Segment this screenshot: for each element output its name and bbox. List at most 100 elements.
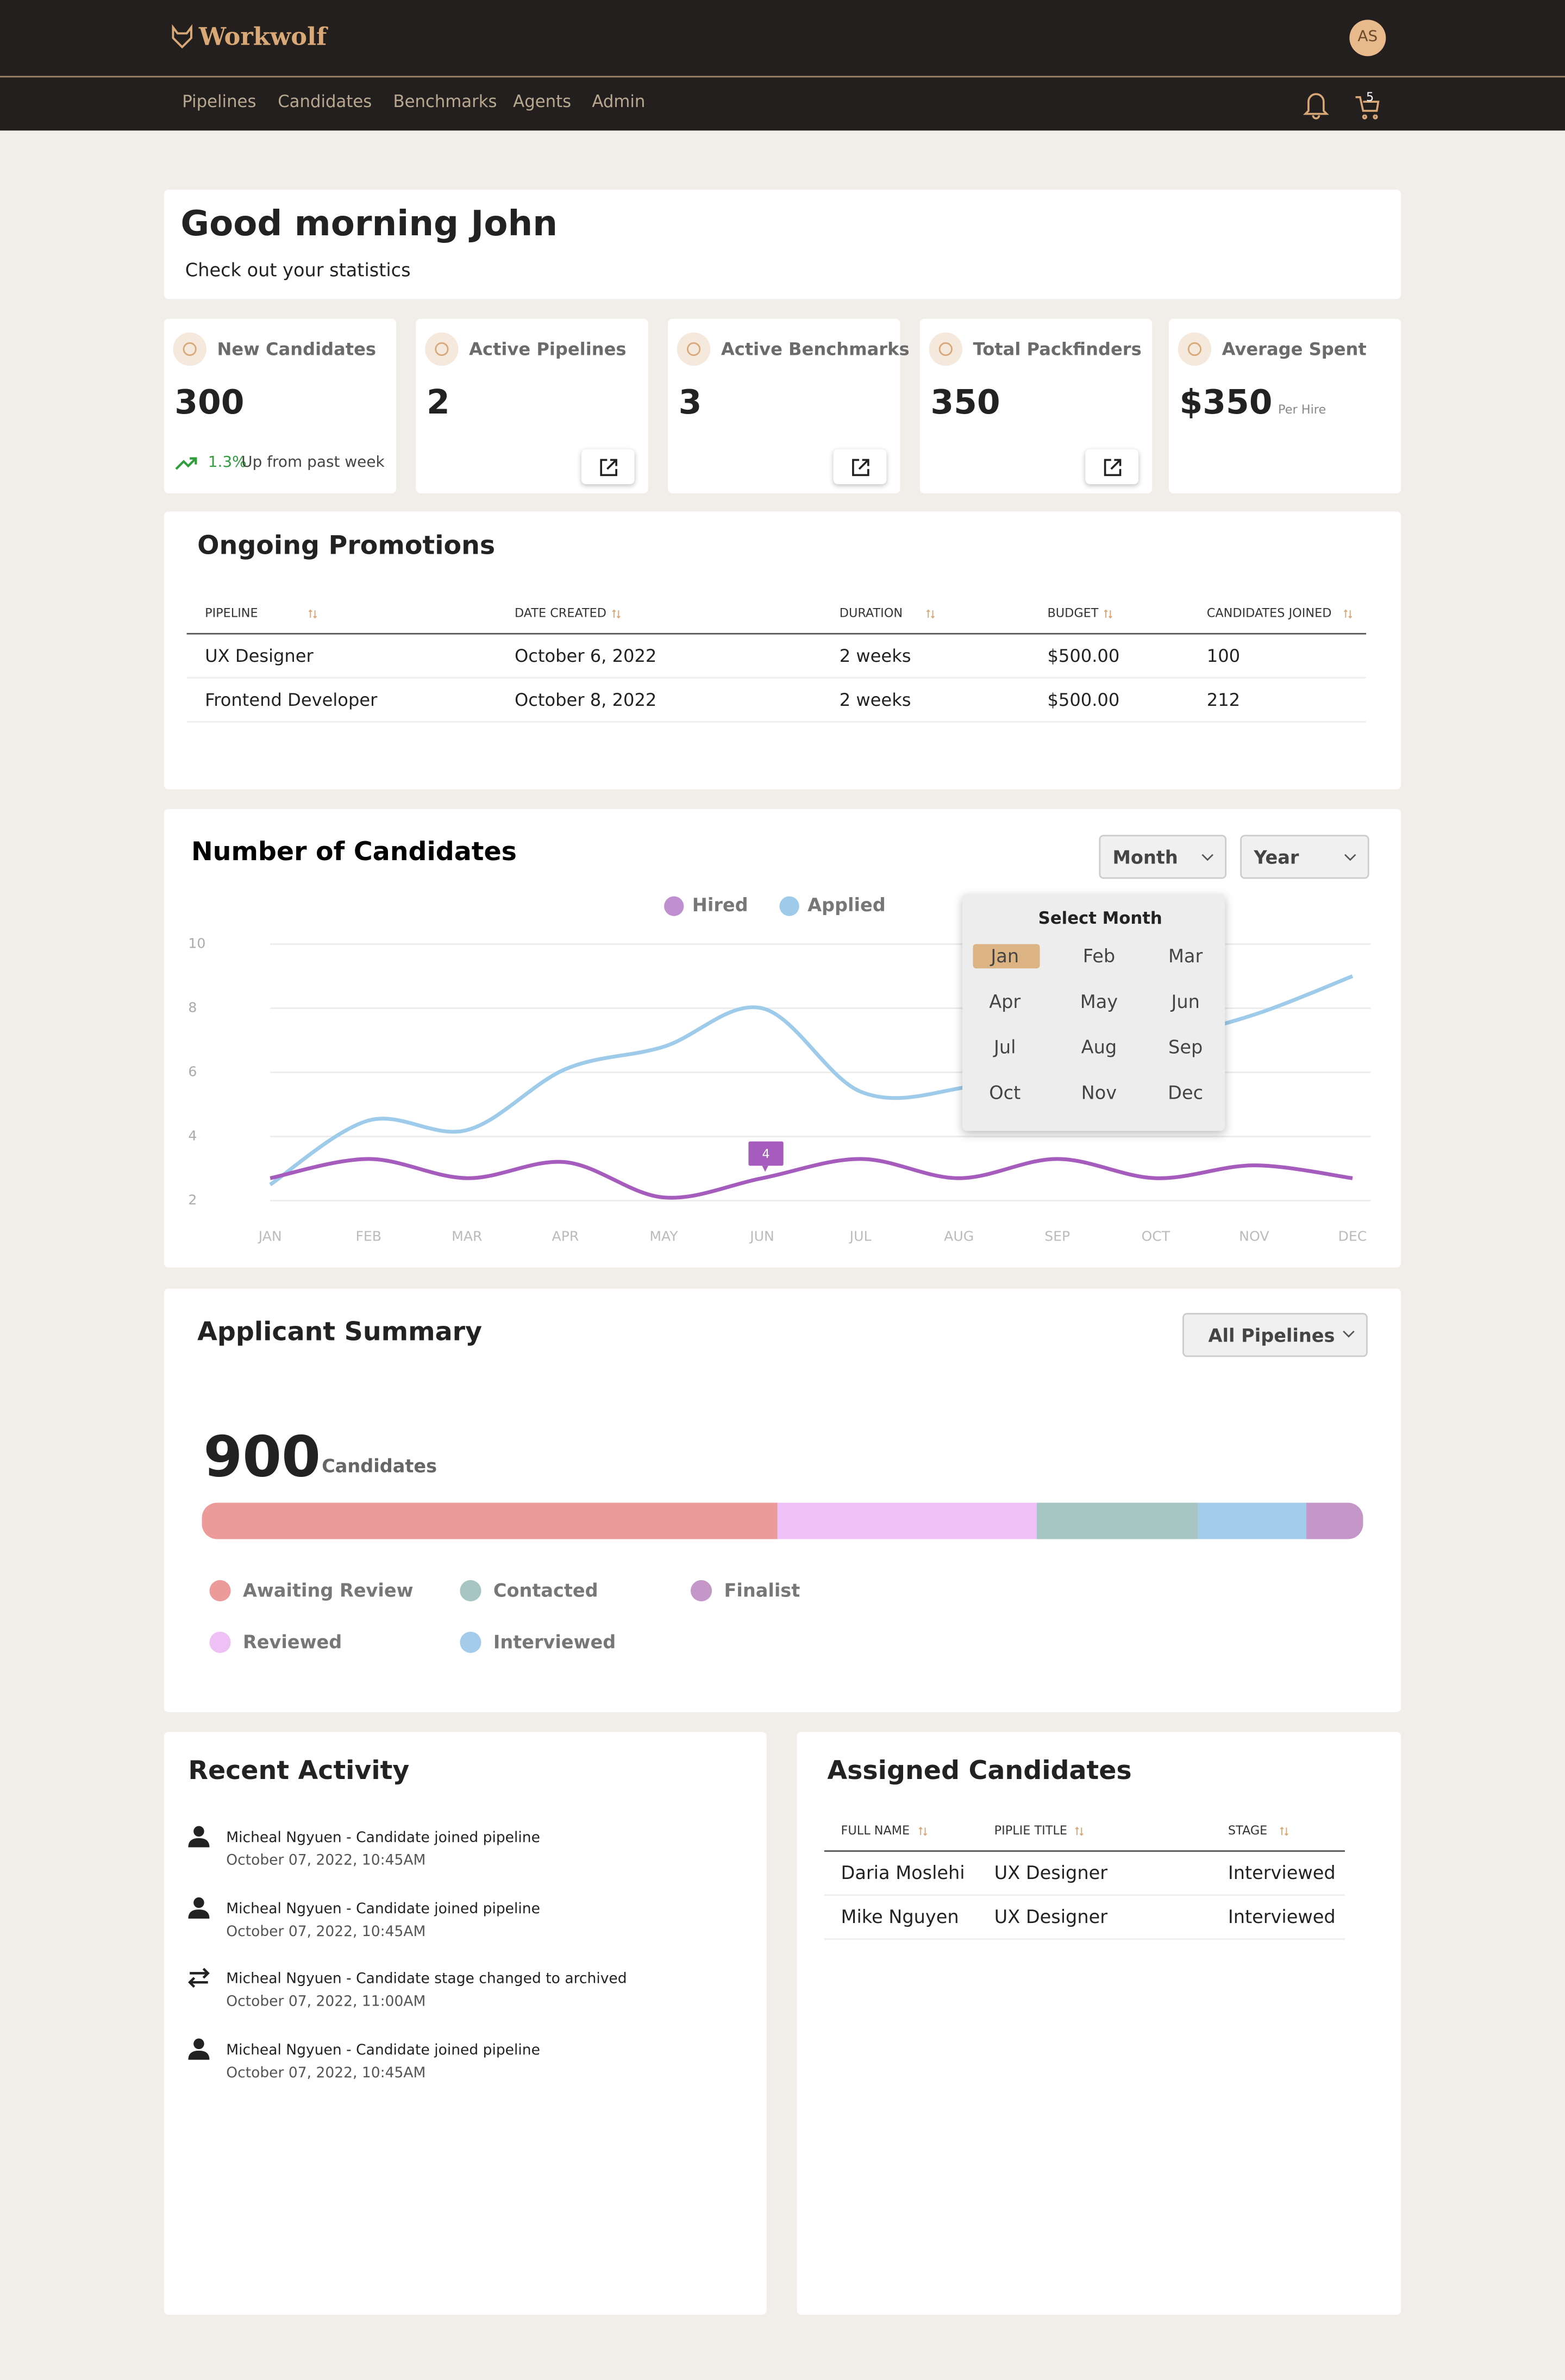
x-tick-label: JUL bbox=[849, 1229, 872, 1244]
chart-title: Number of Candidates bbox=[191, 837, 517, 867]
filter-dropdown[interactable]: Year bbox=[1240, 835, 1369, 879]
person-body bbox=[188, 1838, 210, 1847]
sort-arrows bbox=[308, 609, 317, 618]
open-button[interactable] bbox=[581, 449, 635, 485]
stat-icon bbox=[929, 332, 963, 366]
column-header: STAGE bbox=[1228, 1824, 1268, 1838]
brand[interactable]: Workwolf bbox=[198, 22, 327, 51]
row-rule bbox=[186, 721, 1367, 723]
sort-icon[interactable] bbox=[1075, 1825, 1084, 1836]
x-tick-label: MAY bbox=[649, 1229, 678, 1244]
total-label: Candidates bbox=[322, 1455, 437, 1477]
sort-icon[interactable] bbox=[926, 608, 935, 619]
summary-segment bbox=[1306, 1502, 1363, 1539]
activity-icon bbox=[188, 1826, 210, 1847]
section-title: Recent Activity bbox=[188, 1756, 410, 1787]
cart-icon[interactable] bbox=[1354, 92, 1381, 120]
filter-dropdown[interactable]: Month bbox=[1099, 835, 1227, 879]
column-header: BUDGET bbox=[1047, 606, 1099, 621]
table-cell: UX Designer bbox=[994, 1906, 1108, 1928]
table-cell: Daria Moslehi bbox=[841, 1862, 965, 1884]
recent-card: Recent Activity Micheal Ngyuen - Candida… bbox=[164, 1732, 767, 2315]
sort-icon[interactable] bbox=[612, 608, 621, 619]
chart-card: Number of Candidates 2 4 6 8 10 JAN FEB MAR APR MA… bbox=[164, 809, 1401, 1268]
table-cell: October 6, 2022 bbox=[514, 645, 657, 667]
stat-label: Active Benchmarks bbox=[721, 338, 910, 360]
chevron-path bbox=[1344, 854, 1356, 861]
column-header: CANDIDATES JOINED bbox=[1206, 606, 1332, 621]
nav-link[interactable]: Candidates bbox=[278, 92, 372, 112]
month-option[interactable]: Apr bbox=[989, 991, 1021, 1013]
nav-link[interactable]: Admin bbox=[592, 92, 646, 112]
total-count: 900 bbox=[203, 1424, 321, 1490]
legend-swatch bbox=[664, 896, 684, 916]
legend-label: Hired bbox=[692, 894, 748, 916]
month-option[interactable]: Nov bbox=[1081, 1082, 1117, 1104]
trend-percent: 1.3% bbox=[208, 454, 247, 472]
stat-icon bbox=[1178, 332, 1212, 366]
table-cell: 2 weeks bbox=[839, 689, 911, 711]
nav-link[interactable]: Pipelines bbox=[182, 92, 256, 112]
nav-bar: 5 Pipelines Candidates Benchmarks Agents Adm… bbox=[0, 77, 1565, 131]
tooltip-pointer bbox=[762, 1166, 768, 1172]
activity-icon bbox=[188, 1968, 210, 1988]
stat-label: Active Pipelines bbox=[469, 338, 627, 360]
month-option[interactable]: Mar bbox=[1168, 945, 1203, 967]
y-tick-label: 8 bbox=[188, 1000, 197, 1016]
month-option[interactable]: May bbox=[1080, 991, 1118, 1013]
column-header: PIPLIE TITLE bbox=[994, 1824, 1067, 1838]
month-option[interactable]: Sep bbox=[1168, 1036, 1203, 1058]
open-button[interactable] bbox=[1085, 449, 1139, 485]
sort-arrows bbox=[612, 609, 621, 618]
month-option[interactable]: Feb bbox=[1082, 945, 1116, 967]
cart-count: 5 bbox=[1366, 90, 1374, 104]
open-icon bbox=[600, 459, 617, 477]
legend-label: Interviewed bbox=[493, 1631, 616, 1654]
chevron-path bbox=[1201, 854, 1213, 861]
table-cell: 2 weeks bbox=[839, 645, 911, 667]
activity-time: October 07, 2022, 10:45AM bbox=[226, 1923, 426, 1940]
open-button[interactable] bbox=[833, 449, 887, 485]
nav-link[interactable]: Agents bbox=[513, 92, 572, 112]
month-option[interactable]: Jan bbox=[991, 945, 1019, 967]
promotions-card: Ongoing Promotions PIPELINE DATE CREATED D… bbox=[164, 511, 1401, 790]
column-header: DURATION bbox=[839, 606, 903, 621]
month-option[interactable]: Jul bbox=[993, 1036, 1016, 1058]
sort-icon[interactable] bbox=[918, 1825, 928, 1836]
summary-segment bbox=[1036, 1502, 1198, 1539]
month-option[interactable]: Aug bbox=[1081, 1036, 1117, 1058]
tooltip-value: 4 bbox=[762, 1147, 769, 1161]
sort-icon[interactable] bbox=[1280, 1825, 1289, 1836]
table-cell: 100 bbox=[1206, 645, 1241, 667]
pipeline-dropdown[interactable]: All Pipelines bbox=[1182, 1313, 1368, 1357]
stat-card: Active Pipelines 2 bbox=[416, 318, 648, 493]
person-body bbox=[188, 1908, 210, 1918]
legend-label: Contacted bbox=[493, 1580, 598, 1602]
month-picker: Select Month Jan Feb Mar Apr May Jun Jul Aug Sep O… bbox=[962, 894, 1225, 1131]
stat-value: 3 bbox=[678, 385, 702, 423]
stat-label: Average Spent bbox=[1222, 338, 1367, 360]
avatar[interactable]: AS bbox=[1349, 20, 1386, 57]
sort-arrows bbox=[1280, 1826, 1288, 1836]
x-tick-label: JUN bbox=[749, 1229, 774, 1244]
row-rule bbox=[824, 1938, 1345, 1940]
month-option[interactable]: Oct bbox=[989, 1082, 1021, 1104]
selected-month bbox=[973, 944, 1040, 969]
summary-bar bbox=[202, 1502, 1363, 1539]
stat-value: 300 bbox=[174, 385, 245, 423]
greeting-subtitle: Check out your statistics bbox=[185, 259, 411, 281]
bell-icon[interactable] bbox=[1303, 90, 1330, 120]
month-option[interactable]: Jun bbox=[1171, 991, 1200, 1013]
sort-icon[interactable] bbox=[308, 608, 317, 619]
month-option[interactable]: Dec bbox=[1168, 1082, 1204, 1104]
stat-label: New Candidates bbox=[217, 338, 377, 360]
nav-link[interactable]: Benchmarks bbox=[393, 92, 497, 112]
sort-arrows bbox=[1343, 609, 1353, 618]
greeting-title: Good morning John bbox=[180, 205, 558, 245]
sort-icon[interactable] bbox=[1343, 608, 1353, 619]
stat-card: Total Packfinders 350 bbox=[919, 318, 1153, 493]
sort-icon[interactable] bbox=[1104, 608, 1113, 619]
top-bar: Workwolf AS bbox=[0, 0, 1565, 78]
